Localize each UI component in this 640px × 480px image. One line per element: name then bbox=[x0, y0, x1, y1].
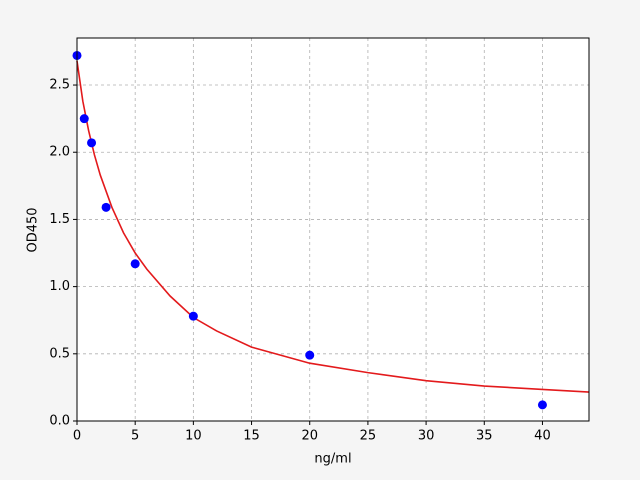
x-tick-label: 20 bbox=[301, 429, 318, 444]
fit-curve bbox=[76, 60, 590, 393]
y-tick-label: 2.0 bbox=[49, 145, 70, 160]
x-tick-label: 10 bbox=[185, 429, 202, 444]
data-point bbox=[188, 311, 198, 321]
y-tick-label: 1.0 bbox=[49, 279, 70, 294]
x-tick-label: 0 bbox=[73, 429, 81, 444]
data-point bbox=[537, 400, 547, 410]
x-axis-label: ng/ml bbox=[314, 452, 351, 467]
y-axis-label: OD450 bbox=[26, 207, 41, 252]
data-point bbox=[305, 350, 315, 360]
data-point bbox=[101, 202, 111, 212]
data-point bbox=[87, 138, 97, 148]
plot-frame bbox=[76, 37, 590, 422]
y-tick-label: 0.5 bbox=[49, 346, 70, 361]
y-tick-label: 2.5 bbox=[49, 78, 70, 93]
plot-background bbox=[77, 38, 589, 421]
y-tick-label: 1.5 bbox=[49, 212, 70, 227]
x-tick-label: 40 bbox=[534, 429, 551, 444]
x-tick-label: 15 bbox=[243, 429, 260, 444]
x-tick-label: 5 bbox=[131, 429, 139, 444]
data-point bbox=[79, 114, 89, 124]
x-tick-label: 35 bbox=[476, 429, 493, 444]
x-tick-label: 25 bbox=[360, 429, 377, 444]
y-tick-label: 0.0 bbox=[49, 414, 70, 429]
data-point bbox=[130, 259, 140, 269]
x-tick-label: 30 bbox=[418, 429, 435, 444]
